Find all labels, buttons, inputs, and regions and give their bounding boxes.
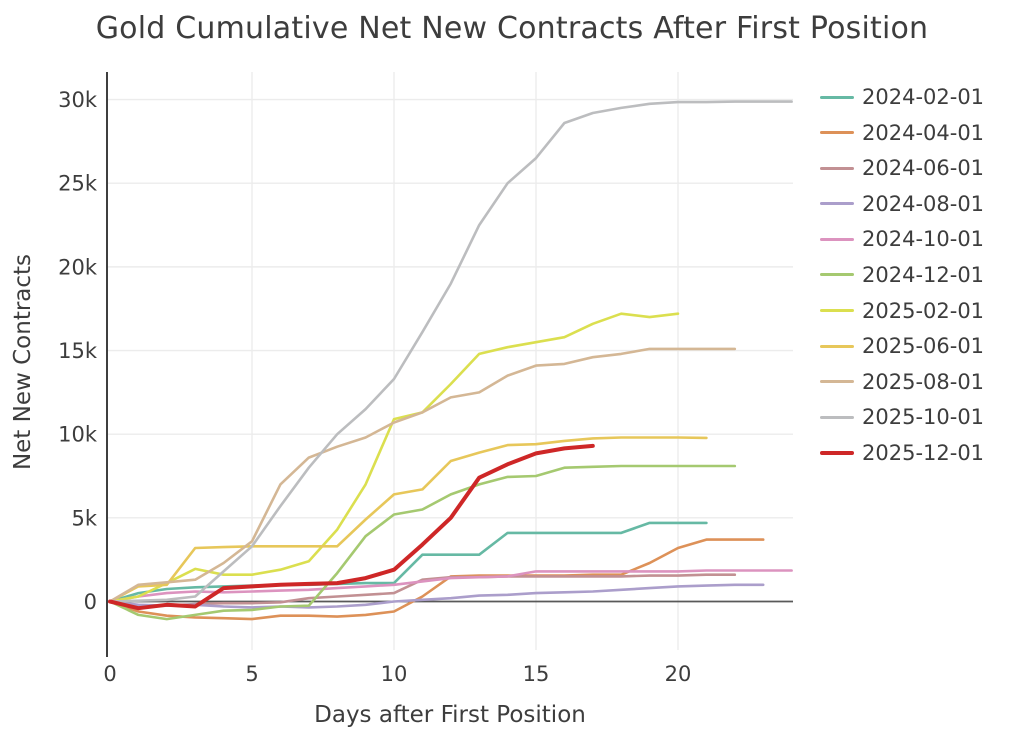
- legend-label: 2025-12-01: [862, 440, 985, 465]
- series-line-2025-08-01[interactable]: [108, 347, 737, 603]
- legend-item-2024-08-01[interactable]: 2024-08-01: [820, 192, 984, 216]
- legend-label: 2024-04-01: [862, 120, 985, 145]
- series-line-2025-12-01[interactable]: [108, 443, 595, 611]
- series-line-2024-02-01[interactable]: [108, 521, 708, 603]
- legend-swatch-2025-10-01: [820, 415, 854, 419]
- series-line-2024-08-01[interactable]: [108, 583, 765, 609]
- x-tick-label: 15: [523, 662, 550, 686]
- legend-item-2024-02-01[interactable]: 2024-02-01: [820, 85, 984, 109]
- legend-swatch-2025-02-01: [820, 309, 854, 313]
- legend-label: 2025-10-01: [862, 405, 985, 430]
- series-line-2025-10-01[interactable]: [108, 100, 793, 603]
- legend-swatch-2024-06-01: [820, 166, 854, 170]
- legend-label: 2025-02-01: [862, 298, 985, 323]
- legend-item-2024-04-01[interactable]: 2024-04-01: [820, 121, 984, 145]
- legend-swatch-2025-12-01: [820, 450, 854, 455]
- y-axis-title: Net New Contracts: [10, 254, 36, 470]
- y-tick-label: 30k: [58, 88, 98, 112]
- legend: 2024-02-01 2024-04-01 2024-06-01 2024-08-01…: [820, 85, 984, 477]
- y-tick-label: 5k: [71, 506, 97, 530]
- series-line-2025-02-01[interactable]: [108, 312, 680, 603]
- y-tick-label: 25k: [58, 172, 98, 196]
- legend-item-2025-02-01[interactable]: 2025-02-01: [820, 299, 984, 323]
- legend-label: 2025-06-01: [862, 334, 985, 359]
- legend-swatch-2025-08-01: [820, 380, 854, 384]
- legend-item-2024-10-01[interactable]: 2024-10-01: [820, 227, 984, 251]
- legend-label: 2024-08-01: [862, 191, 985, 216]
- chart-title: Gold Cumulative Net New Contracts After …: [95, 11, 929, 46]
- series-line-2024-12-01[interactable]: [108, 464, 737, 621]
- x-tick-label: 20: [665, 662, 692, 686]
- legend-item-2025-12-01[interactable]: 2025-12-01: [820, 441, 984, 465]
- x-axis-title: Days after First Position: [314, 702, 586, 728]
- legend-swatch-2025-06-01: [820, 344, 854, 348]
- axes: [106, 72, 793, 657]
- series-line-2024-04-01[interactable]: [108, 538, 765, 621]
- y-tick-label: 15k: [58, 339, 98, 363]
- tick-labels: 0 5 10 15 20 0 5k 10k 15k 20k 25k 30k: [58, 88, 691, 686]
- x-tick-label: 5: [245, 662, 258, 686]
- series-line-2025-06-01[interactable]: [108, 436, 708, 603]
- legend-swatch-2024-08-01: [820, 202, 854, 206]
- legend-item-2025-10-01[interactable]: 2025-10-01: [820, 405, 984, 429]
- series-line-2024-10-01[interactable]: [108, 569, 793, 603]
- legend-label: 2024-12-01: [862, 262, 985, 287]
- y-tick-label: 20k: [58, 255, 98, 279]
- legend-swatch-2024-12-01: [820, 273, 854, 277]
- legend-label: 2025-08-01: [862, 369, 985, 394]
- legend-swatch-2024-04-01: [820, 131, 854, 135]
- y-tick-label: 0: [84, 590, 97, 614]
- legend-label: 2024-02-01: [862, 85, 985, 109]
- y-tick-label: 10k: [58, 423, 98, 447]
- x-tick-label: 0: [103, 662, 116, 686]
- x-tick-label: 10: [381, 662, 408, 686]
- series-line-2024-06-01[interactable]: [108, 573, 737, 608]
- legend-label: 2024-06-01: [862, 156, 985, 181]
- legend-item-2025-06-01[interactable]: 2025-06-01: [820, 334, 984, 358]
- legend-swatch-2024-02-01: [820, 95, 854, 99]
- series-lines: [108, 100, 793, 621]
- legend-item-2024-12-01[interactable]: 2024-12-01: [820, 263, 984, 287]
- legend-swatch-2024-10-01: [820, 237, 854, 241]
- legend-item-2024-06-01[interactable]: 2024-06-01: [820, 156, 984, 180]
- legend-item-2025-08-01[interactable]: 2025-08-01: [820, 370, 984, 394]
- legend-label: 2024-10-01: [862, 227, 985, 252]
- gridlines: [107, 72, 793, 650]
